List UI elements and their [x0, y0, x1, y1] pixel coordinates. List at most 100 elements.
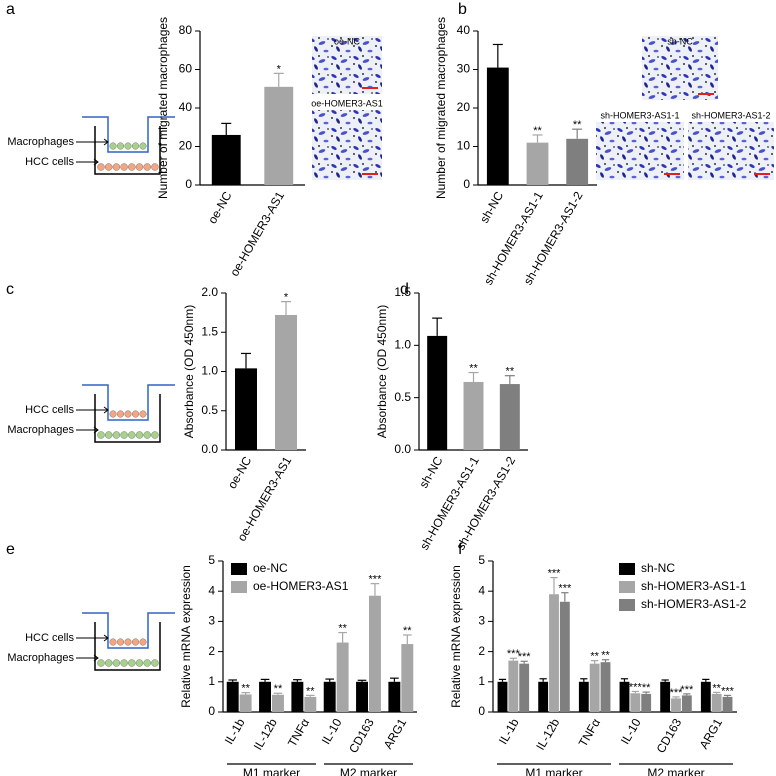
- significance: **: [338, 622, 347, 634]
- y-tick-label: 5: [208, 553, 215, 567]
- cell: [139, 638, 147, 646]
- bar: [401, 644, 414, 712]
- significance: ***: [507, 648, 521, 660]
- significance: **: [506, 366, 515, 378]
- y-tick-label: 2: [478, 644, 485, 658]
- legend-label: oe-HOMER3-AS1: [253, 579, 349, 593]
- x-tick-label: IL-12b: [251, 716, 280, 753]
- cell: [135, 431, 144, 439]
- image-label: sh-HOMER3-AS1-2: [691, 110, 770, 120]
- well: [94, 394, 161, 443]
- cell: [143, 431, 151, 439]
- legend-swatch: [231, 563, 247, 575]
- insert: [82, 612, 175, 649]
- bar: [641, 693, 652, 712]
- y-tick-label: 0: [185, 177, 192, 191]
- cell: [97, 431, 105, 439]
- x-tick-label: ARG1: [697, 716, 726, 752]
- y-axis-label: Number of migrated macrophages: [156, 17, 170, 199]
- significance: ***: [680, 684, 694, 696]
- bar: [619, 681, 630, 712]
- x-tick-label: IL-10: [618, 716, 644, 747]
- cell: [151, 163, 159, 171]
- bar: [259, 681, 271, 712]
- micrograph: [312, 36, 382, 94]
- cell: [120, 431, 128, 439]
- y-tick-label: 1.5: [394, 285, 411, 299]
- diagram-label: Macrophages: [7, 424, 74, 436]
- legend-swatch: [619, 599, 635, 611]
- significance: **: [712, 682, 721, 694]
- legend-label: sh-NC: [641, 561, 675, 575]
- bar: [519, 663, 530, 712]
- x-tick-label: sh-NC: [416, 454, 445, 491]
- y-tick-label: 0: [463, 177, 470, 191]
- significance: **: [601, 650, 610, 662]
- y-axis-label: Relative mRNA expression: [179, 565, 193, 708]
- y-tick-label: 1.0: [201, 364, 218, 378]
- y-tick-label: 4: [478, 583, 485, 597]
- bar: [369, 595, 381, 712]
- cell: [139, 410, 147, 418]
- group-label: M2 marker: [647, 766, 704, 776]
- bar: [239, 694, 252, 712]
- bar: [660, 681, 671, 712]
- cell: [104, 659, 113, 667]
- y-tick-label: 60: [179, 62, 193, 76]
- image-label: sh-NC: [667, 36, 693, 46]
- significance: ***: [548, 568, 562, 580]
- y-tick-label: 0.5: [394, 390, 411, 404]
- cell: [97, 659, 105, 667]
- bar: [589, 663, 600, 712]
- transwell: Macrophages HCC cells: [7, 116, 175, 175]
- y-tick-label: 0.0: [201, 442, 218, 456]
- panel-label: c: [6, 281, 14, 298]
- bar: [272, 694, 284, 712]
- cell: [109, 410, 117, 418]
- cell: [104, 163, 113, 171]
- y-tick-label: 20: [457, 100, 471, 114]
- y-tick-label: 0.0: [394, 442, 411, 456]
- y-tick-label: 5: [478, 553, 485, 567]
- bar: [549, 594, 559, 712]
- y-axis-label: Relative mRNA expression: [449, 565, 463, 708]
- x-tick-label: IL-1b: [496, 716, 522, 747]
- well: [94, 622, 161, 671]
- cell: [120, 163, 128, 171]
- significance: *: [277, 63, 282, 75]
- bar: [526, 142, 549, 185]
- y-tick-label: 10: [457, 139, 471, 153]
- bar: [264, 86, 294, 185]
- bar: [427, 335, 448, 450]
- cell: [139, 142, 147, 150]
- diagram-label: HCC cells: [25, 404, 74, 416]
- bar: [226, 681, 239, 712]
- cell: [131, 142, 140, 150]
- legend-label: oe-NC: [253, 561, 288, 575]
- image-label: sh-HOMER3-AS1-1: [600, 110, 679, 120]
- significance: **: [469, 362, 478, 374]
- arrow-head: [93, 158, 99, 166]
- bar: [538, 681, 549, 712]
- cell: [151, 659, 159, 667]
- cell: [151, 431, 159, 439]
- arrow-head: [103, 138, 109, 146]
- legend-label: sh-HOMER3-AS1-2: [641, 597, 747, 611]
- diagram-label: HCC cells: [25, 632, 74, 644]
- diagram-label: Macrophages: [7, 652, 74, 664]
- bar: [235, 368, 257, 450]
- micrograph: [688, 122, 774, 180]
- y-tick-label: 0: [478, 704, 485, 718]
- cell: [120, 659, 128, 667]
- micrograph: [596, 122, 684, 180]
- cell: [109, 142, 117, 150]
- significance: **: [533, 125, 542, 137]
- bar: [336, 642, 349, 712]
- micrograph: [312, 110, 382, 180]
- image-label: oe-NC: [334, 36, 361, 46]
- cell: [131, 638, 140, 646]
- cell: [97, 163, 105, 171]
- cell: [104, 431, 113, 439]
- insert: [82, 384, 175, 421]
